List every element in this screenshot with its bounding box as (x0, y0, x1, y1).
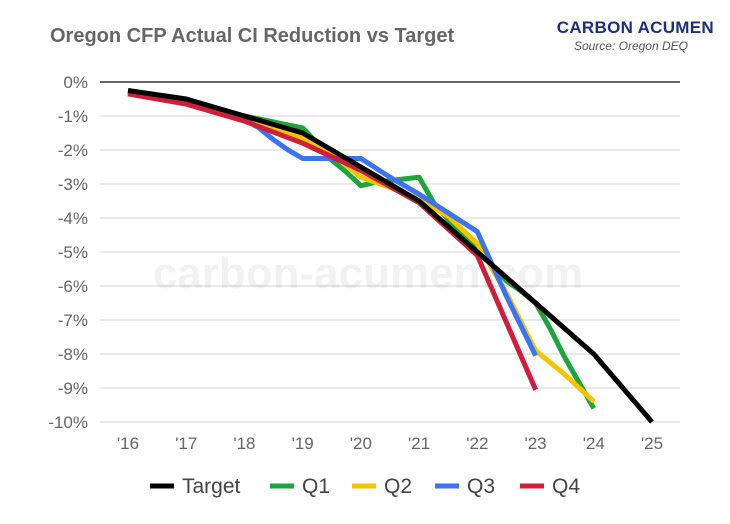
x-tick-label: '23 (524, 434, 546, 453)
y-tick-label: -7% (58, 311, 88, 330)
series-line-q2 (127, 89, 596, 404)
legend-label-q3: Q3 (467, 475, 495, 498)
series-lines (127, 88, 654, 424)
gridlines (100, 81, 680, 423)
legend-label-q1: Q1 (302, 475, 330, 498)
x-tick-label: '21 (408, 434, 430, 453)
y-tick-label: -3% (58, 175, 88, 194)
series-line-q3 (127, 89, 538, 357)
x-tick-label: '20 (350, 434, 372, 453)
x-tick-label: '24 (583, 434, 605, 453)
y-tick-label: -1% (58, 107, 88, 126)
brand-block: CARBON ACUMEN Source: Oregon DEQ (557, 18, 714, 53)
y-tick-label: -2% (58, 141, 88, 160)
axes: 0% -1% -2% -3% -4% -5% -6% -7% -8% -9% -10% '16 '17 '… (48, 73, 663, 453)
y-tick-label: 0% (63, 73, 88, 92)
y-tick-label: -4% (58, 209, 88, 228)
y-tick-label: -9% (58, 379, 88, 398)
source-note: Source: Oregon DEQ (573, 39, 688, 53)
y-tick-label: -6% (58, 277, 88, 296)
chart-title: Oregon CFP Actual CI Reduction vs Target (50, 25, 455, 47)
legend: Target Q1 Q2 Q3 Q4 (150, 475, 580, 498)
legend-label-q4: Q4 (552, 475, 580, 498)
y-tick-label: -10% (48, 413, 88, 432)
series-line-target (127, 88, 654, 424)
x-tick-label: '16 (117, 434, 139, 453)
y-tick-label: -8% (58, 345, 88, 364)
x-tick-label: '18 (233, 434, 255, 453)
x-tick-label: '25 (641, 434, 663, 453)
legend-label-target: Target (182, 475, 241, 498)
brand-logo-text: CARBON ACUMEN (556, 18, 714, 37)
legend-label-q2: Q2 (384, 475, 412, 498)
watermark-text: carbon-acumen.com (153, 249, 583, 298)
x-tick-label: '17 (175, 434, 197, 453)
x-tick-label: '19 (292, 434, 314, 453)
y-tick-label: -5% (58, 243, 88, 262)
x-tick-label: '22 (466, 434, 488, 453)
